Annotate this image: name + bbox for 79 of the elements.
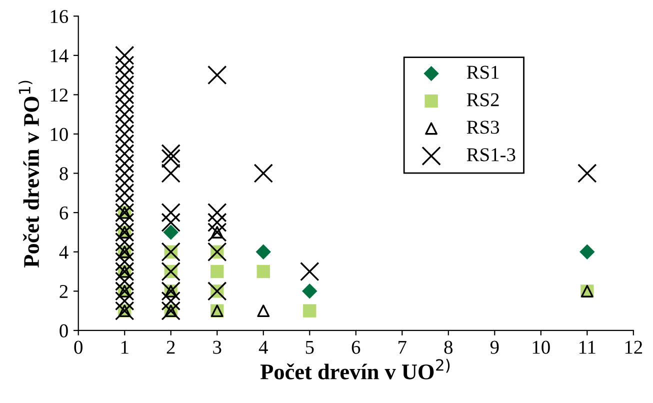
x-tick-label: 7	[398, 340, 406, 354]
x-tick-label: 8	[444, 340, 453, 354]
y-tick-label: 2	[60, 285, 68, 298]
point	[161, 262, 180, 282]
point	[114, 173, 134, 193]
point	[114, 242, 134, 262]
point	[114, 193, 134, 212]
point	[114, 291, 134, 311]
point	[114, 124, 134, 144]
y-tick-label: 12	[50, 88, 68, 102]
point	[161, 242, 180, 262]
y-tick-label: 6	[60, 206, 68, 220]
point	[114, 94, 134, 114]
x-tick-label: 6	[352, 340, 360, 354]
x-tick-label: 3	[213, 340, 222, 354]
point	[114, 75, 134, 94]
point	[161, 301, 180, 320]
y-tick-label: 8	[60, 167, 68, 180]
y-tick-label: 16	[50, 10, 68, 24]
x-axis-title: Počet drevín v UO$^{2)}$	[260, 358, 450, 380]
legend-label: RS1-3	[466, 148, 516, 162]
point	[163, 224, 178, 240]
point	[114, 262, 134, 282]
point	[161, 202, 180, 222]
point	[256, 264, 270, 278]
x-tick-label: 12	[625, 340, 642, 354]
x-tick-label: 2	[166, 340, 175, 354]
point	[578, 164, 597, 183]
point	[161, 291, 180, 311]
point	[114, 202, 134, 222]
point	[210, 264, 224, 278]
point	[114, 134, 134, 154]
point	[208, 282, 227, 301]
point	[114, 85, 134, 104]
point	[161, 144, 180, 164]
x-tick-label: 0	[74, 340, 82, 354]
point	[114, 104, 134, 124]
point	[300, 262, 320, 282]
y-axis-title: Počet drevín v PO$^{1)}$	[18, 80, 39, 268]
point	[114, 154, 134, 174]
y-tick-label: 0	[60, 324, 68, 338]
point	[161, 148, 180, 168]
point	[114, 212, 134, 232]
point	[114, 46, 134, 66]
point	[114, 144, 134, 164]
point	[208, 242, 227, 262]
y-tick-label: 10	[50, 128, 68, 141]
point	[161, 164, 180, 183]
point	[114, 252, 134, 272]
point	[302, 284, 318, 299]
point	[114, 282, 134, 301]
point	[580, 244, 595, 260]
point	[303, 304, 316, 318]
legend-label: RS1	[466, 66, 499, 79]
point	[208, 65, 227, 85]
point	[256, 244, 271, 260]
point	[114, 164, 134, 183]
point	[161, 282, 180, 301]
point	[208, 212, 227, 232]
point	[114, 301, 134, 320]
point	[114, 114, 134, 134]
y-tick-label: 4	[59, 246, 68, 259]
point	[114, 272, 134, 291]
point	[161, 212, 180, 232]
x-tick-label: 11	[580, 340, 596, 354]
legend-label: RS2	[466, 93, 499, 106]
point	[114, 65, 134, 85]
point	[114, 183, 134, 203]
point	[254, 164, 273, 183]
y-tick-label: 14	[50, 49, 68, 62]
x-tick-label: 4	[258, 340, 268, 354]
legend-label: RS3	[466, 120, 500, 134]
point	[114, 56, 134, 75]
x-tick-label: 5	[306, 340, 314, 354]
point	[114, 232, 134, 252]
x-tick-label: 10	[532, 340, 550, 354]
x-tick-label: 9	[490, 340, 499, 354]
x-tick-label: 1	[121, 340, 128, 354]
point	[208, 202, 227, 222]
